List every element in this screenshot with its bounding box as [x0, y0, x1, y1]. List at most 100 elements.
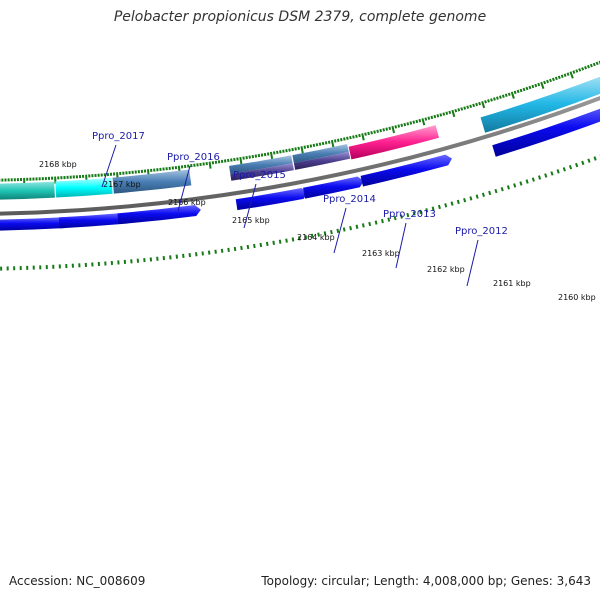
cds-arrow	[58, 213, 124, 229]
outer-tick	[522, 87, 526, 92]
outer-tick	[504, 93, 508, 97]
outer-tick	[448, 110, 452, 115]
outer-tick-ring	[0, 60, 600, 185]
outer-tick	[575, 69, 579, 73]
inner-tick	[233, 246, 237, 252]
inner-tick	[419, 209, 422, 215]
outer-tick	[487, 99, 490, 103]
outer-tick	[260, 153, 264, 157]
outer-tick	[364, 132, 367, 136]
outer-tick	[403, 122, 407, 127]
outer-tick	[388, 126, 392, 131]
inner-tick	[519, 181, 523, 186]
feature-tracks	[0, 76, 600, 231]
outer-tick	[330, 139, 335, 148]
outer-tick	[367, 131, 370, 136]
tick-label: 2166 kbp	[168, 198, 206, 207]
outer-tick	[343, 137, 346, 141]
outer-tick	[540, 81, 545, 90]
inner-tick	[355, 224, 359, 229]
outer-tick	[285, 149, 288, 153]
outer-tick	[303, 145, 307, 149]
outer-tick	[433, 114, 437, 119]
outer-tick	[516, 89, 520, 94]
inner-tick	[494, 188, 498, 194]
inner-tick	[463, 197, 467, 203]
tick-label: 2162 kbp	[427, 265, 465, 274]
tick-label: 2164 kbp	[297, 233, 335, 242]
cds-arrow	[235, 188, 308, 211]
outer-tick	[346, 136, 349, 140]
outer-tick	[493, 97, 496, 101]
gene-label-ppro-2015: Ppro_2015	[233, 170, 286, 181]
outer-tick	[300, 146, 304, 154]
inner-tick	[253, 243, 256, 249]
outer-tick	[569, 71, 574, 79]
outer-tick	[349, 135, 352, 140]
inner-tick	[310, 233, 314, 239]
inner-tick	[581, 160, 585, 166]
gene-label-ppro-2016: Ppro_2016	[167, 152, 220, 163]
outer-tick	[498, 95, 502, 99]
gene-block-ppro-2014	[230, 163, 294, 181]
inner-tick	[272, 240, 276, 245]
outer-tick	[309, 144, 313, 148]
outer-tick	[457, 108, 461, 112]
inner-tick	[412, 211, 416, 216]
outer-tick	[272, 151, 276, 155]
inner-tick	[488, 190, 492, 196]
inner-tick	[214, 249, 217, 254]
outer-tick	[589, 63, 593, 68]
outer-tick	[528, 85, 532, 90]
inner-tick	[450, 201, 454, 206]
outer-tick	[406, 122, 410, 126]
outer-tick	[418, 118, 422, 123]
gene-leader-line	[466, 239, 479, 287]
outer-tick	[370, 131, 373, 135]
inner-tick	[220, 248, 224, 253]
outer-tick	[276, 150, 279, 155]
inner-tick	[342, 227, 346, 232]
inner-tick	[475, 194, 479, 199]
inner-tick	[207, 250, 211, 255]
outer-tick	[340, 137, 343, 142]
outer-tick	[355, 134, 358, 138]
outer-tick	[208, 161, 212, 169]
inner-tick	[349, 225, 352, 231]
inner-tick	[568, 164, 573, 170]
outer-tick	[554, 76, 558, 81]
cds-arrow	[303, 176, 364, 199]
outer-tick	[263, 152, 267, 157]
inner-tick	[278, 239, 282, 244]
inner-tick	[285, 238, 288, 243]
outer-tick	[510, 91, 515, 99]
inner-tick	[575, 162, 579, 168]
gene-labels: Ppro_2017 Ppro_2016 Ppro_2015 Ppro_2014 Ppro…	[92, 131, 508, 287]
outer-tick	[557, 75, 561, 80]
gene-leader-line	[177, 165, 191, 212]
tick-label: 2168 kbp	[39, 160, 77, 169]
tick-label: 2167 kbp	[103, 180, 141, 189]
outer-tick	[297, 146, 300, 151]
outer-tick	[315, 143, 319, 147]
gene-block-ppro-2015	[112, 169, 192, 194]
outer-tick	[436, 114, 440, 118]
outer-tick	[442, 112, 446, 116]
gene-leader-line	[333, 207, 347, 254]
cds-arrow	[492, 108, 600, 157]
inner-tick	[525, 179, 529, 184]
inner-tick	[469, 196, 473, 201]
outer-tick	[445, 111, 449, 115]
outer-tick	[439, 113, 443, 117]
outer-tick	[306, 144, 310, 149]
cds-arrow	[117, 205, 201, 225]
inner-tick	[444, 203, 448, 208]
outer-tick	[358, 133, 361, 138]
tick-label: 2160 kbp	[558, 293, 596, 302]
gene-block-ppro-2017	[0, 181, 55, 200]
outer-tick	[336, 138, 340, 142]
outer-tick	[460, 107, 464, 111]
outer-tick	[581, 67, 585, 71]
outer-tick	[490, 98, 493, 102]
